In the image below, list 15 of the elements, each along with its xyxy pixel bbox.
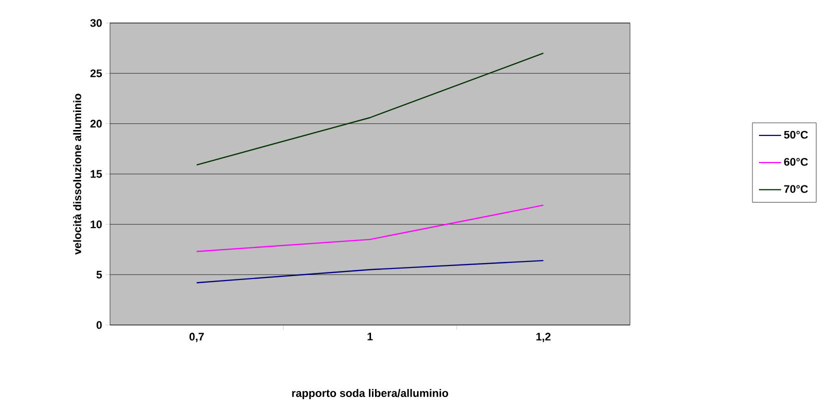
- y-tick-label: 15: [90, 170, 102, 178]
- y-tick-label: 20: [90, 120, 102, 128]
- y-tick-label: 10: [90, 220, 102, 228]
- x-axis-title: rapporto soda libera/alluminio: [292, 388, 448, 400]
- y-tick-label: 0: [96, 321, 102, 329]
- y-axis-title: velocità dissoluzione alluminio: [73, 94, 82, 255]
- legend-label: 70°C: [784, 185, 808, 193]
- x-tick-label: 1: [368, 332, 373, 340]
- y-tick-label: 30: [90, 19, 102, 27]
- x-tick-label: 1,2: [536, 332, 551, 342]
- legend-label: 60°C: [784, 158, 808, 166]
- x-tick-label: 0,7: [189, 332, 204, 342]
- legend-label: 50°C: [784, 130, 808, 139]
- y-tick-label: 25: [90, 69, 102, 78]
- y-tick-label: 5: [96, 270, 102, 278]
